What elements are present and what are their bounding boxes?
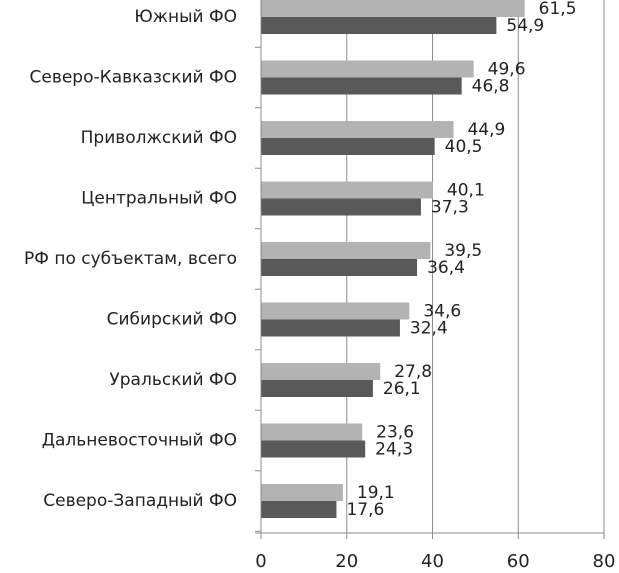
category-label-2: Северо-Кавказский ФО [30,68,238,88]
bar-s2-9 [261,501,337,518]
bar-s2-5 [261,259,418,276]
bar-s2-7 [261,380,373,397]
category-label-1: Южный ФО [134,7,237,27]
value-label-s1-8: 23,6 [376,423,414,443]
value-label-s2-4: 37,3 [431,198,469,218]
value-label-s2-5: 36,4 [427,258,465,278]
category-label-5: РФ по субъектам, всего [24,249,237,269]
bar-s1-8 [261,423,363,441]
bar-s2-8 [261,440,366,458]
category-label-6: Сибирский ФО [107,310,237,330]
value-label-s1-4: 40,1 [447,181,485,201]
x-tick-label-40: 40 [421,551,444,572]
value-label-s2-6: 32,4 [410,319,448,339]
value-label-s1-1: 61,5 [539,0,577,19]
bar-s1-4 [261,181,433,199]
x-tick-label-60: 60 [507,551,530,572]
bar-s2-6 [261,319,400,337]
bar-s1-6 [261,302,410,320]
bar-s1-1 [261,0,525,17]
value-label-s2-1: 54,9 [506,16,544,36]
bar-s1-9 [261,484,343,501]
bar-s1-2 [261,60,474,78]
bar-s1-3 [261,121,454,138]
value-label-s1-9: 19,1 [357,483,395,503]
value-label-s2-7: 26,1 [383,379,421,399]
category-label-3: Приволжский ФО [81,128,237,148]
bar-s2-1 [261,17,497,34]
value-label-s2-2: 46,8 [472,77,510,97]
axes [255,0,605,539]
value-label-s2-9: 17,6 [346,500,384,520]
value-label-s2-3: 40,5 [445,137,483,157]
bar-s2-2 [261,77,462,95]
category-label-7: Уральский ФО [109,370,237,390]
bar-s2-4 [261,198,421,216]
value-label-s2-8: 24,3 [375,440,413,460]
x-tick-label-20: 20 [335,551,358,572]
x-tick-label-0: 0 [255,551,266,572]
value-label-s1-5: 39,5 [444,241,482,261]
bar-s1-7 [261,363,381,380]
value-label-s1-2: 49,6 [488,60,526,80]
category-label-4: Центральный ФО [81,189,237,209]
bars [261,0,525,518]
bar-s1-5 [261,242,431,259]
labels: 0 20 40 60 80 Южный ФО Северо-Кавказский ФО При… [24,0,615,572]
value-label-s1-6: 34,6 [423,302,461,322]
value-label-s1-7: 27,8 [394,362,432,382]
bar-s2-3 [261,138,435,155]
category-label-9: Северо-Западный ФО [43,491,237,511]
category-label-8: Дальневосточный ФО [42,431,237,451]
value-label-s1-3: 44,9 [468,120,506,140]
x-tick-label-80: 80 [593,551,616,572]
